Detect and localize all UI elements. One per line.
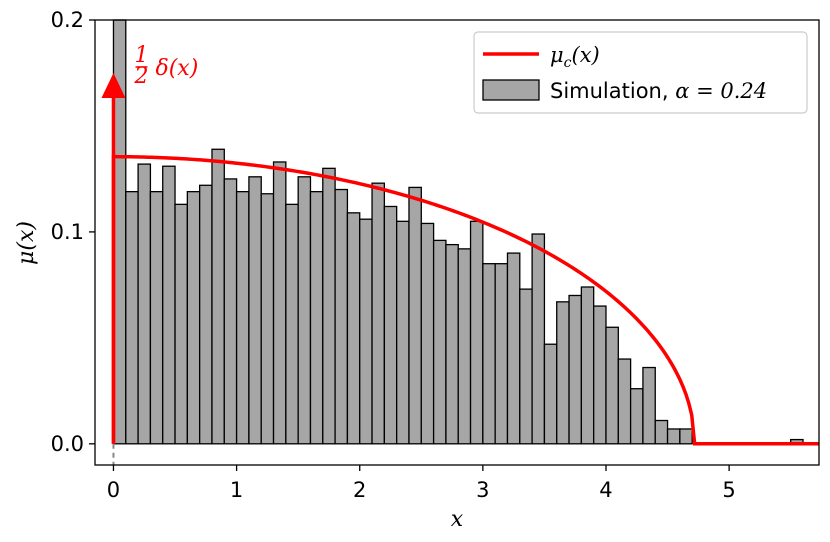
plot-frame bbox=[94, 19, 820, 466]
histogram-bar bbox=[149, 190, 164, 445]
histogram-bar bbox=[593, 305, 607, 445]
delta-fraction-numerator: 1 bbox=[134, 43, 148, 68]
histogram-bar bbox=[211, 148, 225, 445]
y-axis-ticks: 0.0 0.1 0.2 bbox=[51, 8, 95, 456]
x-tick-label: 3 bbox=[476, 478, 489, 502]
legend-histogram-text: Simulation, bbox=[550, 79, 675, 103]
histogram-bar bbox=[420, 222, 435, 445]
legend-curve-sub: c bbox=[564, 55, 572, 71]
histogram-bar bbox=[494, 263, 509, 445]
histogram-bars bbox=[112, 19, 804, 445]
histogram-bar bbox=[679, 428, 693, 445]
histogram-bar bbox=[260, 193, 275, 445]
y-tick-label: 0.2 bbox=[51, 8, 84, 32]
histogram-bar bbox=[445, 243, 459, 445]
x-axis-label: x bbox=[451, 507, 464, 532]
x-tick-label: 1 bbox=[230, 478, 243, 502]
histogram-bar bbox=[605, 326, 619, 445]
histogram-bar bbox=[334, 188, 349, 445]
histogram-bar bbox=[531, 233, 546, 445]
legend-histogram-swatch bbox=[482, 79, 540, 101]
histogram-bar bbox=[137, 163, 152, 445]
legend-box bbox=[473, 31, 808, 114]
delta-function-text: δ(x) bbox=[155, 56, 198, 81]
x-axis-ticks: 0 1 2 3 4 5 bbox=[107, 465, 736, 502]
histogram-bar bbox=[556, 301, 570, 445]
histogram-bar bbox=[383, 205, 398, 445]
histogram-bar bbox=[199, 184, 213, 445]
legend-histogram-label: Simulation, α = 0.24 bbox=[550, 79, 767, 103]
delta-fraction-denominator: 2 bbox=[133, 64, 148, 89]
y-axis-label: μ(x) bbox=[14, 221, 39, 265]
x-tick-label: 4 bbox=[599, 478, 612, 502]
histogram-bar bbox=[223, 178, 238, 445]
histogram-bar bbox=[285, 203, 299, 445]
legend-curve-main: μ bbox=[550, 43, 564, 67]
histogram-bar bbox=[186, 190, 201, 445]
histogram-bar bbox=[408, 186, 422, 445]
x-tick-label: 0 bbox=[107, 478, 120, 502]
legend-histogram-alpha: α = 0.24 bbox=[675, 79, 767, 103]
histogram-bar bbox=[482, 263, 496, 445]
legend: μc(x) Simulation, α = 0.24 bbox=[473, 31, 808, 114]
x-tick-label: 2 bbox=[353, 478, 366, 502]
y-tick-label: 0.1 bbox=[51, 220, 84, 244]
histogram-bar bbox=[617, 358, 632, 445]
histogram-bar bbox=[125, 190, 139, 445]
histogram-bar bbox=[235, 190, 250, 445]
histogram-bar bbox=[297, 176, 312, 445]
legend-curve-tail: (x) bbox=[572, 43, 600, 67]
histogram-bar bbox=[162, 165, 176, 445]
histogram-bar bbox=[432, 239, 447, 445]
histogram-bar bbox=[519, 288, 533, 445]
delta-arrow-head bbox=[101, 72, 126, 98]
histogram-bar bbox=[371, 182, 386, 445]
y-tick-label: 0.0 bbox=[51, 432, 84, 456]
histogram-bar bbox=[359, 218, 373, 445]
mu-c-curve bbox=[111, 154, 819, 446]
histogram-bar bbox=[506, 252, 521, 445]
histogram-bar bbox=[346, 212, 361, 445]
histogram-bar bbox=[568, 294, 583, 445]
histogram-bar bbox=[629, 388, 644, 445]
histogram-bar bbox=[174, 203, 188, 445]
histogram-bar bbox=[457, 248, 472, 445]
histogram-bar bbox=[469, 220, 484, 445]
histogram-bar bbox=[654, 419, 669, 445]
x-tick-label: 5 bbox=[722, 478, 735, 502]
histogram-bar bbox=[396, 220, 410, 445]
histogram-bar bbox=[642, 366, 656, 445]
histogram-bar bbox=[580, 286, 595, 445]
delta-label: 1 2 δ(x) bbox=[133, 43, 198, 89]
histogram-bar bbox=[322, 167, 336, 445]
histogram-bar bbox=[272, 161, 287, 445]
histogram-bar bbox=[543, 343, 558, 445]
histogram-bar bbox=[248, 176, 262, 445]
histogram-bar bbox=[666, 428, 681, 445]
legend-curve-label: μc(x) bbox=[550, 43, 600, 71]
histogram-bar bbox=[309, 190, 324, 445]
